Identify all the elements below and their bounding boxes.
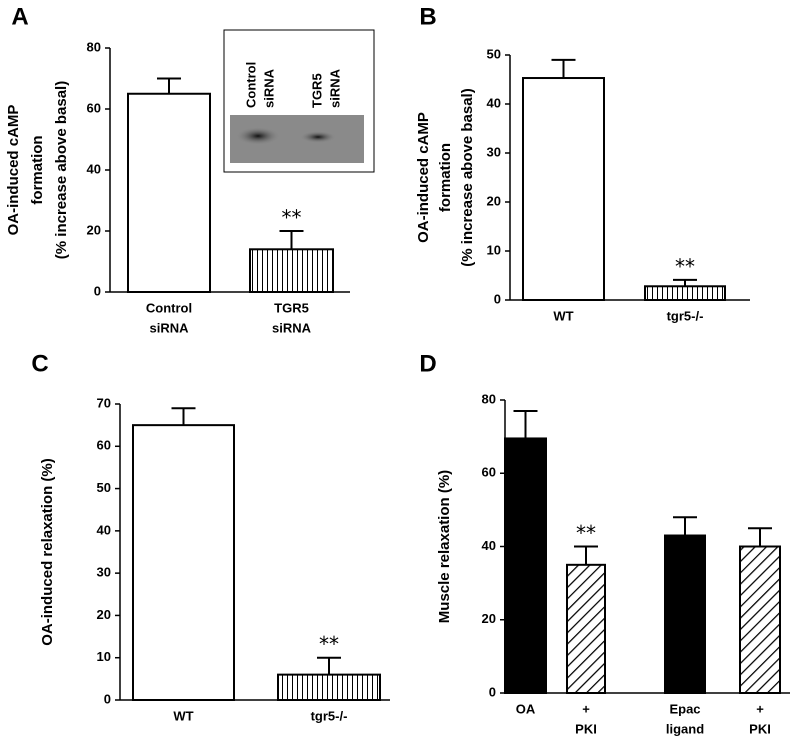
y-tick-label: 0 [104, 691, 111, 706]
y-tick-label: 0 [494, 291, 501, 306]
bar [566, 563, 606, 694]
x-tick-label: siRNA [149, 320, 189, 335]
y-axis-label: (% increase above basal) [459, 88, 476, 266]
y-tick-label: 60 [97, 438, 111, 453]
inset-label: TGR5 [309, 73, 324, 108]
y-tick-label: 80 [87, 39, 101, 54]
y-axis-label: formation [29, 135, 46, 204]
bar [127, 92, 211, 293]
y-tick-label: 50 [97, 480, 111, 495]
y-axis-label: OA-induced cAMP [5, 105, 22, 236]
panel-letter: D [419, 350, 436, 377]
y-tick-label: 40 [487, 95, 501, 110]
x-tick-label: Control [146, 300, 192, 315]
y-tick-label: 70 [97, 395, 111, 410]
bar [277, 673, 381, 702]
blot-band [236, 127, 280, 145]
significance: ** [576, 521, 596, 545]
inset-label: siRNA [327, 68, 342, 108]
y-tick-label: 10 [487, 242, 501, 257]
y-tick-label: 30 [97, 565, 111, 580]
x-tick-label: + [582, 701, 590, 716]
y-tick-label: 60 [87, 100, 101, 115]
inset-label: siRNA [261, 68, 276, 108]
bar [664, 534, 706, 695]
y-tick-label: 10 [97, 649, 111, 664]
y-tick-label: 0 [94, 283, 101, 298]
x-tick-label: + [756, 701, 764, 716]
y-axis-label: (% increase above basal) [53, 81, 70, 259]
bar [132, 424, 235, 701]
panel-letter: B [419, 3, 436, 30]
y-axis-label: Muscle relaxation (%) [436, 470, 453, 623]
bar [522, 77, 605, 301]
x-tick-label: OA [516, 701, 536, 716]
x-tick-label: WT [173, 708, 193, 723]
y-tick-label: 80 [482, 391, 496, 406]
panel-letter: C [31, 350, 48, 377]
bar [644, 285, 726, 301]
significance: ** [319, 632, 339, 656]
x-tick-label: tgr5-/- [667, 308, 704, 323]
y-tick-label: 0 [489, 684, 496, 699]
bar [504, 437, 547, 694]
y-tick-label: 50 [487, 46, 501, 61]
y-tick-label: 40 [87, 161, 101, 176]
significance: ** [675, 254, 695, 278]
x-tick-label: TGR5 [274, 300, 309, 315]
y-tick-label: 20 [97, 607, 111, 622]
y-tick-label: 20 [482, 611, 496, 626]
x-tick-label: PKI [749, 721, 771, 736]
bar [739, 545, 781, 694]
x-tick-label: PKI [575, 721, 597, 736]
y-axis-label: formation [437, 143, 454, 212]
y-tick-label: 40 [97, 522, 111, 537]
panel-letter: A [11, 3, 28, 30]
x-tick-label: tgr5-/- [311, 708, 348, 723]
y-tick-label: 20 [87, 222, 101, 237]
inset [223, 29, 375, 173]
blot-band [300, 131, 336, 143]
x-tick-label: Epac [669, 701, 700, 716]
y-tick-label: 30 [487, 144, 501, 159]
y-tick-label: 40 [482, 538, 496, 553]
x-tick-label: ligand [666, 721, 704, 736]
y-axis-label: OA-induced cAMP [415, 112, 432, 243]
x-tick-label: WT [553, 308, 573, 323]
inset-label: Control [243, 62, 258, 108]
x-tick-label: siRNA [272, 320, 312, 335]
bar [249, 248, 334, 294]
y-tick-label: 60 [482, 465, 496, 480]
y-axis-label: OA-induced relaxation (%) [39, 458, 56, 646]
significance: ** [282, 206, 302, 230]
y-tick-label: 20 [487, 193, 501, 208]
